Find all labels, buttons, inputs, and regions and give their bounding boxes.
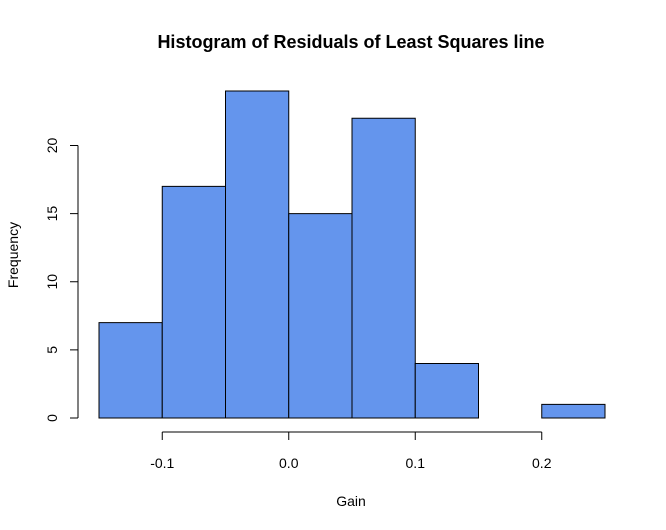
histogram-bar-0 (98, 322, 163, 419)
histogram-bar-2 (225, 90, 290, 419)
x-tick-label-2: 0.1 (406, 455, 426, 471)
y-tick-label-3: 15 (44, 206, 60, 222)
chart-title: Histogram of Residuals of Least Squares … (157, 32, 544, 52)
x-axis: -0.1 0.0 0.1 0.2 (150, 431, 552, 471)
histogram-bar-5 (414, 363, 479, 419)
x-tick-label-3: 0.2 (532, 455, 552, 471)
y-axis-label: Frequency (5, 222, 21, 288)
x-axis-label: Gain (336, 493, 366, 509)
bars-group (98, 90, 606, 419)
histogram-bar-1 (161, 185, 226, 419)
y-tick-label-0: 0 (44, 414, 60, 422)
x-tick-label-0: -0.1 (150, 455, 174, 471)
y-tick-label-1: 5 (44, 346, 60, 354)
y-axis: 0 5 10 15 20 (44, 138, 79, 422)
x-tick-label-1: 0.0 (279, 455, 299, 471)
y-tick-label-2: 10 (44, 274, 60, 290)
histogram-bar-3 (288, 213, 353, 419)
histogram-bar-7 (541, 403, 606, 419)
y-tick-label-4: 20 (44, 138, 60, 154)
histogram-bar-4 (351, 117, 416, 419)
